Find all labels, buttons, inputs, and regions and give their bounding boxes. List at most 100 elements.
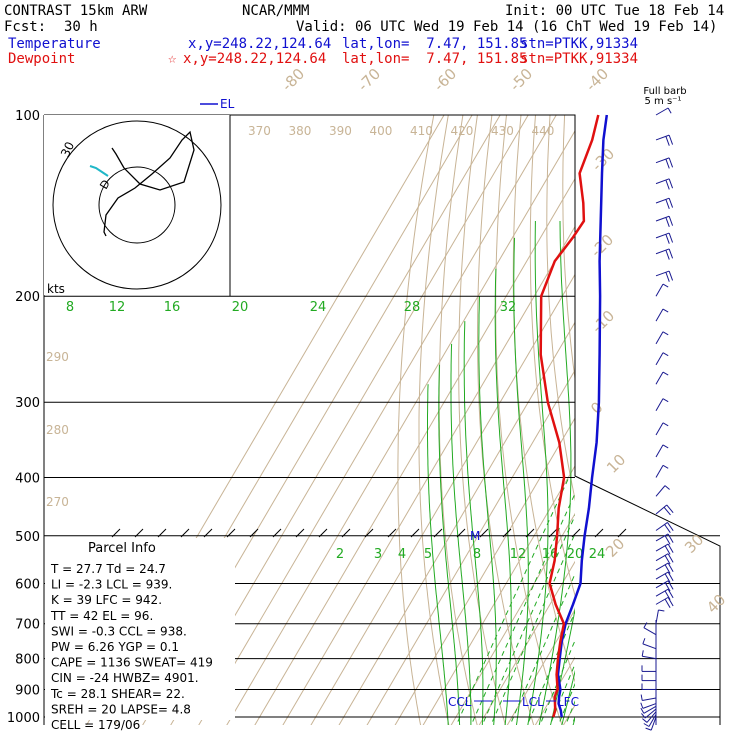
theta-label: 390 xyxy=(329,124,352,138)
wind-barb-flag xyxy=(666,504,674,513)
wind-barb-flag xyxy=(664,573,671,583)
wind-barb xyxy=(655,270,674,282)
hatch-mark xyxy=(318,528,328,538)
fcst-label: Fcst: xyxy=(4,19,47,35)
wind-barb-flag xyxy=(667,543,674,553)
isotherm-line xyxy=(562,704,575,725)
wind-barb xyxy=(655,422,669,436)
wind-barb-staff xyxy=(646,711,657,723)
hatch-mark xyxy=(594,528,604,538)
dry-adiabat xyxy=(710,115,740,730)
pressure-tick-label: 800 xyxy=(15,653,40,668)
mixing-ratio-line xyxy=(539,639,575,725)
wind-barb-flag xyxy=(663,506,671,516)
wind-barb-flag xyxy=(665,158,670,169)
wind-barb-flag xyxy=(640,707,645,714)
el-label: EL xyxy=(220,97,235,111)
temp-station: stn=PTKK,91334 xyxy=(520,36,639,52)
wind-barb-flag xyxy=(668,270,674,281)
mixing-ratio-line xyxy=(470,492,575,725)
wind-barb xyxy=(643,714,657,727)
wind-barb-flag xyxy=(662,331,669,336)
wind-barb-flag xyxy=(645,727,652,731)
wind-barb-staff xyxy=(655,571,669,580)
parcel-info-row: T = 27.7 Td = 24.7 xyxy=(50,562,166,576)
moist-adiabat xyxy=(438,364,461,725)
parcel-info-row: Tc = 28.1 SHEAR= 22. xyxy=(50,687,185,701)
wind-barb xyxy=(655,134,674,146)
moist-adiabat xyxy=(478,296,497,725)
dry-adiabat xyxy=(623,115,740,730)
dry-adiabat xyxy=(666,115,740,730)
mixing-ratio-label: 8 xyxy=(473,547,481,562)
wind-barb-staff xyxy=(655,371,664,385)
wind-barb-staff xyxy=(655,308,664,322)
parcel-info-row: SREH = 20 LAPSE= 4.8 xyxy=(51,702,191,716)
wind-barb-staff xyxy=(655,580,669,589)
theta-label: 410 xyxy=(410,124,433,138)
wind-barb xyxy=(655,331,669,345)
hatch-mark xyxy=(249,528,259,538)
wind-barb-staff xyxy=(655,485,666,497)
wind-barb-staff xyxy=(655,157,670,164)
wind-barb-flag xyxy=(664,582,671,592)
wind-barb-staff xyxy=(655,562,669,571)
hatch-mark xyxy=(226,528,236,538)
pressure-tick-label: 200 xyxy=(15,290,40,305)
isotherm-line xyxy=(394,417,575,725)
moist-adiabat xyxy=(450,343,472,725)
wind-barb xyxy=(655,197,674,209)
mixing-ratio-label: 3 xyxy=(374,547,382,562)
mixing-ratio-label: 28 xyxy=(404,300,421,315)
wind-barb-flag xyxy=(667,588,674,599)
hatch-mark xyxy=(387,528,397,538)
plot-frame xyxy=(44,114,721,725)
wind-barb xyxy=(655,444,669,458)
wind-barb-staff xyxy=(655,248,670,255)
parcel-info-row: CAPE = 1136 SWEAT= 419 xyxy=(51,656,213,670)
hodograph-ring-inner xyxy=(98,166,176,244)
wind-barb-staff xyxy=(655,588,669,597)
wind-barb-staff xyxy=(655,543,669,552)
hatch-mark xyxy=(203,528,213,538)
hodograph-storm-motion xyxy=(89,165,109,177)
wind-barb-staff xyxy=(650,716,657,731)
isotherm-line xyxy=(366,369,575,725)
dry-adiabat xyxy=(695,115,740,730)
temperature-line xyxy=(556,114,609,718)
wind-barb xyxy=(655,308,669,322)
wind-barb-flag xyxy=(664,535,671,545)
wind-barb xyxy=(655,609,665,624)
wind-barb-staff xyxy=(642,703,657,709)
wind-barb-flag xyxy=(667,553,674,563)
temp-xy: x,y=248.22,124.64 xyxy=(188,36,332,52)
wind-barb-staff xyxy=(655,283,664,297)
pressure-tick-label: 600 xyxy=(15,577,40,592)
wind-barb-flag xyxy=(668,232,674,243)
theta-label: 380 xyxy=(289,124,312,138)
wind-barb xyxy=(655,283,669,297)
wind-barb-staff xyxy=(655,352,664,366)
dry-adiabat xyxy=(438,115,478,725)
isotherm-line xyxy=(506,608,575,725)
parcel-info-row: TT = 42 EL = 96. xyxy=(50,609,153,623)
wind-barb-flag xyxy=(643,723,650,727)
wind-barb-flag xyxy=(643,622,648,628)
ccl-label: CCL xyxy=(448,695,472,709)
lfc-label: LFC xyxy=(557,695,579,709)
theta-label: 430 xyxy=(491,124,514,138)
dewpoint-line xyxy=(539,114,600,718)
dry-adiabat xyxy=(724,115,740,730)
hatch-mark xyxy=(525,528,535,538)
wind-barb xyxy=(655,464,669,478)
isotherm-line xyxy=(226,129,575,725)
wind-barb-flag xyxy=(667,533,674,543)
barb-legend-units: 5 m s⁻¹ xyxy=(645,96,682,107)
isotherm-label: -40 xyxy=(582,65,612,95)
wind-barb-flag xyxy=(667,580,674,590)
hatch-mark xyxy=(456,528,466,538)
mixing-ratio-line xyxy=(455,477,570,725)
moist-adiabat xyxy=(427,384,449,725)
wind-barb-flag xyxy=(662,422,669,427)
hatch-mark xyxy=(571,528,581,538)
